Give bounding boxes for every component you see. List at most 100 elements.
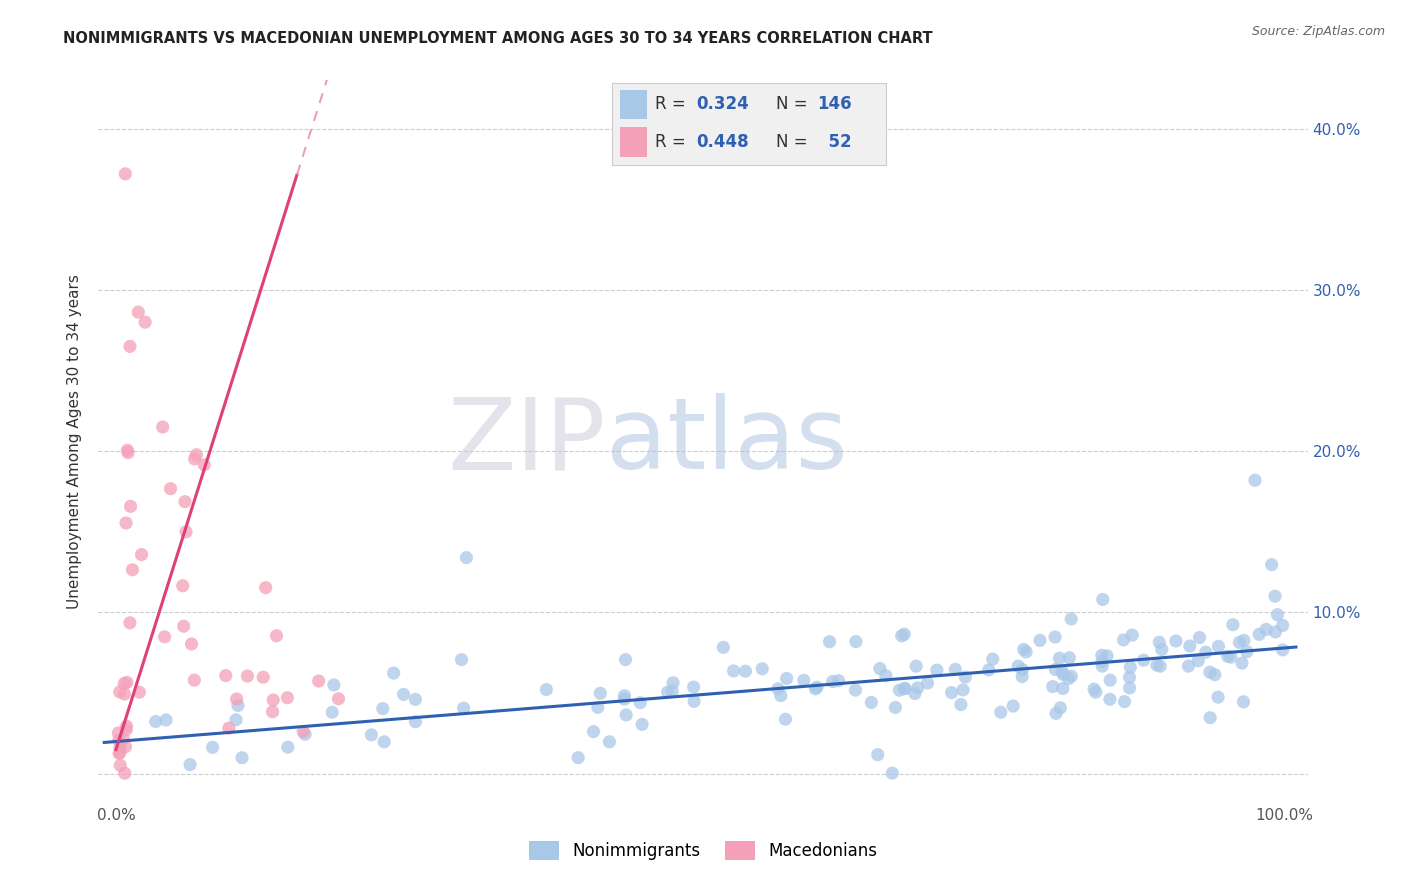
- Point: [907, 681, 929, 695]
- Point: [450, 652, 472, 666]
- Point: [1112, 632, 1135, 647]
- Point: [1206, 690, 1229, 705]
- Point: [1249, 627, 1271, 641]
- Point: [1052, 665, 1074, 679]
- Point: [866, 747, 889, 762]
- Point: [769, 689, 792, 703]
- Point: [1236, 644, 1258, 658]
- Point: [404, 692, 426, 706]
- Point: [1099, 673, 1122, 688]
- Point: [941, 685, 963, 699]
- Point: [766, 681, 789, 696]
- Point: [121, 563, 143, 577]
- Point: [657, 685, 679, 699]
- Point: [1002, 699, 1025, 714]
- Point: [1029, 633, 1052, 648]
- Point: [1256, 623, 1278, 637]
- Point: [183, 451, 205, 466]
- Point: [236, 669, 259, 683]
- Point: [1052, 667, 1074, 681]
- Point: [821, 674, 844, 689]
- Point: [1271, 618, 1294, 632]
- Point: [1222, 617, 1244, 632]
- Point: [536, 682, 558, 697]
- Point: [1188, 631, 1211, 645]
- Point: [201, 740, 224, 755]
- Point: [392, 687, 415, 701]
- Point: [884, 700, 907, 714]
- Point: [262, 693, 284, 707]
- Point: [215, 668, 238, 682]
- Point: [186, 448, 208, 462]
- Point: [1052, 681, 1074, 696]
- Point: [904, 687, 927, 701]
- Point: [793, 673, 815, 688]
- Point: [1007, 659, 1029, 673]
- Y-axis label: Unemployment Among Ages 30 to 34 years: Unemployment Among Ages 30 to 34 years: [67, 274, 83, 609]
- Point: [112, 731, 135, 746]
- Point: [252, 670, 274, 684]
- Point: [145, 714, 167, 729]
- Point: [225, 692, 247, 706]
- Point: [844, 683, 866, 698]
- Point: [875, 669, 897, 683]
- Point: [1059, 650, 1081, 665]
- Point: [893, 627, 915, 641]
- Point: [118, 339, 141, 353]
- Point: [107, 733, 129, 747]
- Point: [226, 698, 249, 713]
- Point: [1199, 665, 1222, 680]
- Text: Source: ZipAtlas.com: Source: ZipAtlas.com: [1251, 25, 1385, 38]
- Point: [153, 630, 176, 644]
- Point: [225, 713, 247, 727]
- Point: [1095, 648, 1118, 663]
- Point: [977, 663, 1000, 677]
- Point: [127, 305, 149, 319]
- Point: [589, 686, 612, 700]
- Point: [371, 701, 394, 715]
- Point: [107, 726, 129, 740]
- Point: [586, 700, 609, 714]
- Point: [115, 516, 138, 530]
- Point: [118, 615, 141, 630]
- Point: [131, 548, 153, 562]
- Text: NONIMMIGRANTS VS MACEDONIAN UNEMPLOYMENT AMONG AGES 30 TO 34 YEARS CORRELATION C: NONIMMIGRANTS VS MACEDONIAN UNEMPLOYMENT…: [63, 31, 934, 46]
- Point: [1084, 685, 1107, 699]
- Point: [869, 662, 891, 676]
- Point: [661, 684, 683, 698]
- Point: [614, 708, 637, 723]
- Point: [1216, 649, 1239, 664]
- Point: [117, 445, 139, 459]
- Point: [254, 581, 277, 595]
- Point: [1177, 659, 1199, 673]
- Point: [1195, 645, 1218, 659]
- Point: [1164, 634, 1187, 648]
- Text: 0.448: 0.448: [696, 133, 749, 151]
- Point: [1208, 640, 1230, 654]
- Point: [1091, 592, 1114, 607]
- Point: [1149, 635, 1171, 649]
- Text: ZIP: ZIP: [449, 393, 606, 490]
- Point: [1114, 695, 1136, 709]
- Point: [827, 673, 849, 688]
- Bar: [620, 89, 647, 119]
- Point: [1150, 642, 1173, 657]
- Point: [1264, 624, 1286, 639]
- Point: [614, 652, 637, 666]
- Point: [955, 670, 977, 684]
- Point: [1219, 650, 1241, 665]
- Point: [1204, 667, 1226, 681]
- Point: [1083, 682, 1105, 697]
- Point: [723, 664, 745, 678]
- Text: 52: 52: [817, 133, 852, 151]
- Point: [1042, 680, 1064, 694]
- Point: [294, 727, 316, 741]
- Point: [682, 680, 704, 694]
- Point: [889, 683, 911, 698]
- Point: [952, 682, 974, 697]
- Point: [776, 672, 799, 686]
- Point: [114, 739, 136, 754]
- Point: [159, 482, 181, 496]
- Point: [266, 629, 288, 643]
- Point: [1118, 670, 1140, 684]
